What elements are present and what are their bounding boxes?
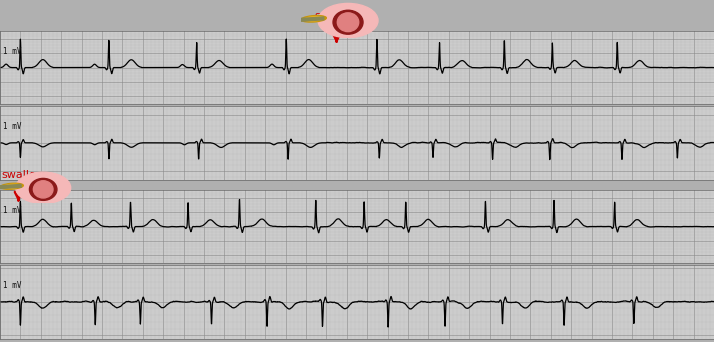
Text: 1 mV: 1 mV bbox=[3, 122, 21, 131]
Ellipse shape bbox=[0, 183, 24, 189]
Text: swallow: swallow bbox=[1, 170, 45, 180]
Ellipse shape bbox=[29, 179, 57, 200]
Ellipse shape bbox=[318, 3, 378, 38]
Ellipse shape bbox=[337, 13, 358, 32]
Ellipse shape bbox=[16, 172, 71, 203]
Ellipse shape bbox=[4, 184, 20, 188]
Text: 1 mV: 1 mV bbox=[3, 206, 21, 215]
Ellipse shape bbox=[305, 17, 323, 21]
Ellipse shape bbox=[301, 15, 326, 22]
Ellipse shape bbox=[333, 10, 363, 34]
Text: swallow: swallow bbox=[315, 11, 358, 21]
Ellipse shape bbox=[34, 181, 53, 198]
Text: 1 mV: 1 mV bbox=[3, 281, 21, 290]
Text: 1 mV: 1 mV bbox=[3, 47, 21, 56]
